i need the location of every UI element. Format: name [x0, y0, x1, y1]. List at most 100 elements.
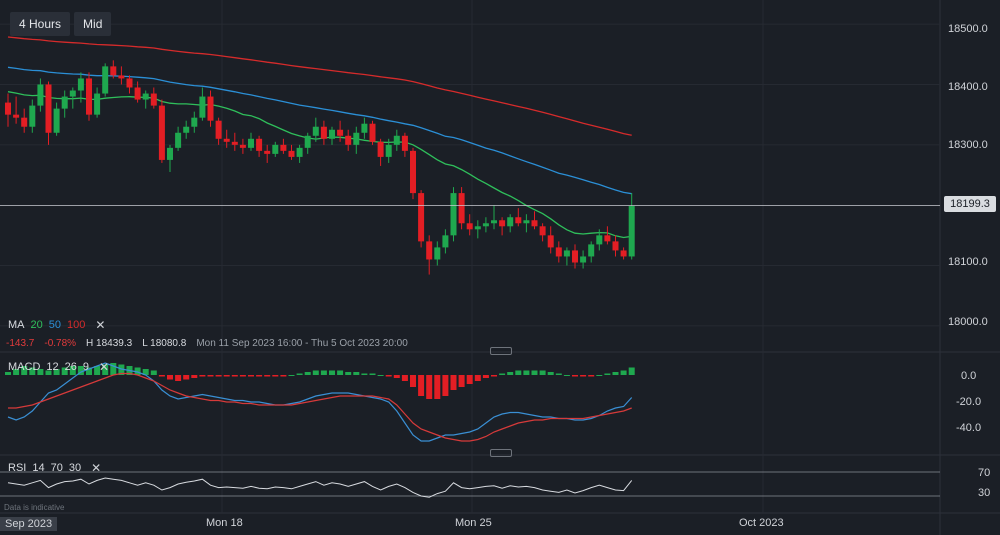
macd-histogram-bar: [86, 367, 92, 375]
macd-histogram-bar: [393, 375, 400, 378]
candle-body: [102, 66, 109, 94]
candle-body: [199, 96, 206, 118]
candle-body: [401, 135, 408, 151]
macd-histogram-bar: [280, 375, 287, 377]
candle-body: [450, 193, 457, 236]
candle-body: [612, 241, 619, 251]
macd-histogram-bar: [142, 369, 149, 375]
close-icon[interactable]: ✕: [99, 360, 110, 374]
candle-body: [434, 247, 441, 260]
macd-line: [7, 362, 633, 442]
macd-histogram-bar: [264, 375, 271, 377]
candle-body: [167, 147, 173, 160]
candle-body: [320, 126, 327, 139]
rsi-period: 14: [32, 462, 45, 474]
candle-body: [361, 123, 368, 133]
macd-histogram-bar: [547, 372, 554, 375]
macd-histogram-bar: [377, 375, 384, 376]
candle-body: [304, 135, 311, 148]
macd-histogram-bar: [304, 372, 311, 375]
candle-body: [256, 138, 263, 151]
rsi-line: [7, 477, 633, 498]
macd-histogram-bar: [563, 375, 570, 376]
candle-body: [29, 105, 36, 127]
candle-body: [507, 217, 514, 227]
rsi-upper: 70: [50, 462, 63, 474]
macd-histogram-bar: [466, 375, 473, 384]
ma100-period: 100: [67, 319, 86, 331]
candle-body: [183, 126, 190, 133]
ma-legend-label: MA: [8, 319, 25, 331]
candle-body: [604, 235, 611, 242]
close-icon[interactable]: ✕: [95, 318, 106, 332]
change-percent: -0.78%: [44, 338, 77, 349]
candle-body: [150, 93, 157, 106]
macd-histogram-bar: [69, 366, 76, 375]
candle-body: [13, 114, 20, 118]
macd-histogram-bar: [588, 375, 595, 377]
macd-histogram-bar: [158, 375, 165, 377]
candle-body: [555, 247, 562, 257]
candle-body: [61, 96, 68, 109]
macd-histogram-bar: [515, 370, 522, 375]
ma100-line: [7, 36, 632, 136]
interval-button[interactable]: 4 Hours: [10, 12, 71, 36]
candle-body: [393, 135, 400, 145]
macd-histogram-bar: [353, 372, 360, 375]
pane-resize-handle[interactable]: [490, 449, 512, 457]
macd-histogram-bar: [45, 370, 52, 375]
macd-histogram-bar: [329, 370, 335, 375]
macd-histogram-bar: [272, 375, 279, 377]
macd-histogram-bar: [482, 375, 489, 378]
macd-histogram-bar: [296, 373, 303, 375]
macd-histogram-bar: [555, 373, 562, 375]
candle-body: [118, 75, 125, 79]
macd-histogram-bar: [175, 375, 182, 381]
macd-histogram-bar: [167, 375, 173, 380]
rsi-legend[interactable]: RSI 14 70 30 ✕: [8, 461, 101, 475]
candle-body: [539, 226, 546, 236]
candle-body: [21, 117, 28, 127]
macd-tick-label: -20.0: [956, 396, 982, 408]
candle-body: [272, 144, 279, 154]
macd-histogram-bar: [361, 373, 368, 375]
macd-histogram-bar: [458, 375, 465, 387]
macd-histogram-bar: [118, 364, 125, 375]
price-tick-label: 18300.0: [948, 139, 988, 151]
ma50-line: [7, 66, 632, 195]
candle-body: [377, 141, 384, 157]
candle-body: [458, 193, 465, 224]
macd-histogram-bar: [620, 370, 627, 375]
macd-histogram-bar: [442, 375, 449, 396]
candle-body: [369, 123, 376, 142]
macd-histogram-bar: [410, 375, 416, 387]
date-range: Mon 11 Sep 2023 16:00 - Thu 5 Oct 2023 2…: [196, 338, 408, 349]
close-icon[interactable]: ✕: [91, 461, 102, 475]
candle-body: [215, 120, 222, 139]
pane-resize-handle[interactable]: [490, 347, 512, 355]
macd-histogram-bar: [426, 375, 433, 399]
macd-histogram-bar: [183, 375, 190, 380]
candle-body: [94, 93, 101, 115]
ma-legend[interactable]: MA 20 50 100 ✕: [8, 318, 105, 332]
candle-body: [45, 84, 52, 133]
macd-histogram-bar: [612, 372, 619, 375]
macd-signal-line: [8, 372, 632, 442]
candle-body: [580, 256, 587, 263]
macd-legend[interactable]: MACD 12 26 9 ✕: [8, 360, 109, 374]
macd-histogram-bar: [13, 369, 20, 375]
candle-body: [596, 235, 603, 245]
macd-histogram-bar: [94, 366, 101, 375]
macd-histogram-bar: [507, 372, 514, 375]
macd-histogram-bar: [604, 373, 611, 375]
candle-body: [337, 129, 344, 136]
candle-body: [531, 220, 538, 227]
macd-histogram-bar: [450, 375, 457, 390]
macd-histogram-bar: [191, 375, 198, 378]
macd-histogram-bar: [491, 375, 497, 377]
candle-body: [37, 84, 44, 106]
price-type-button[interactable]: Mid: [74, 12, 112, 36]
candle-body: [5, 102, 11, 115]
candle-body: [410, 150, 416, 194]
